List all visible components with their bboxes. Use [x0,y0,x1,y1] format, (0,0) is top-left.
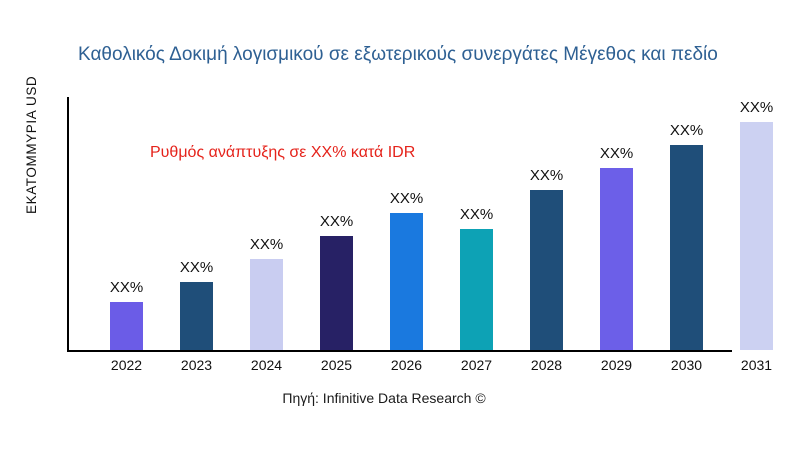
x-tick-2022: 2022 [110,357,143,373]
bar-2028 [530,190,563,350]
bars-layer: XX% XX% XX% XX% XX% XX% XX% XX% XX% XX% [68,97,792,350]
x-tick-2025: 2025 [320,357,353,373]
growth-rate-annotation: Ρυθμός ανάπτυξης σε XX% κατά IDR [150,144,416,161]
bar-value-label-2029: XX% [599,145,634,162]
chart-title: Καθολικός Δοκιμή λογισμικού σε εξωτερικο… [78,44,718,65]
bar-2026 [390,213,423,350]
x-tick-2031: 2031 [740,357,773,373]
x-tick-2030: 2030 [670,357,703,373]
bar-value-label-2028: XX% [529,167,564,184]
bar-value-label-2023: XX% [179,259,214,276]
bar-2030 [670,145,703,350]
bar-value-label-2026: XX% [389,190,424,207]
x-tick-2027: 2027 [460,357,493,373]
bar-2022 [110,302,143,350]
bar-value-label-2024: XX% [249,236,284,253]
bar-2025 [320,236,353,350]
bar-2024 [250,259,283,350]
bar-2031 [740,122,773,350]
bar-value-label-2025: XX% [319,213,354,230]
x-axis-labels: 2022 2023 2024 2025 2026 2027 2028 2029 2030 2031 [68,357,792,377]
x-tick-2026: 2026 [390,357,423,373]
bar-value-label-2031: XX% [739,99,774,116]
y-axis-line [67,97,69,352]
bar-2029 [600,168,633,350]
x-tick-2024: 2024 [250,357,283,373]
bar-value-label-2022: XX% [109,279,144,296]
bar-value-label-2030: XX% [669,122,704,139]
x-axis-line [67,350,732,352]
bar-2023 [180,282,213,350]
x-tick-2029: 2029 [600,357,633,373]
source-caption: Πηγή: Infinitive Data Research © [282,390,486,406]
x-tick-2023: 2023 [180,357,213,373]
y-axis-label: ΕΚΑΤΟΜΜΥΡΙΑ USD [24,75,39,214]
bar-2027 [460,229,493,350]
x-tick-2028: 2028 [530,357,563,373]
bar-value-label-2027: XX% [459,206,494,223]
